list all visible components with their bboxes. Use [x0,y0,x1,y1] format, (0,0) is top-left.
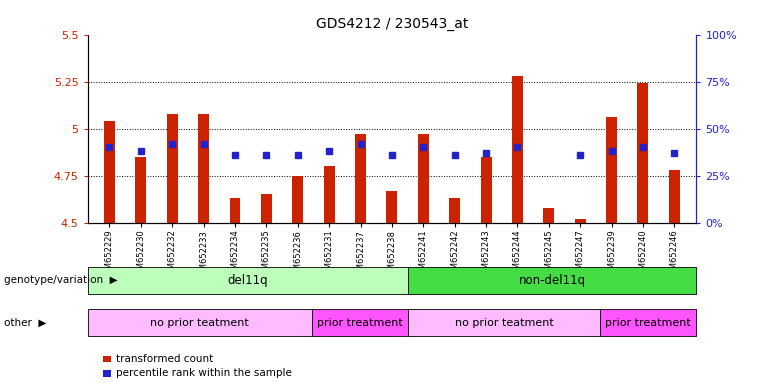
Text: no prior teatment: no prior teatment [454,318,553,328]
Text: other  ▶: other ▶ [4,318,46,328]
Bar [418,134,428,223]
Title: GDS4212 / 230543_at: GDS4212 / 230543_at [316,17,468,31]
Bar [167,114,178,223]
Bar [104,121,115,223]
Bar [512,76,523,223]
Text: percentile rank within the sample: percentile rank within the sample [116,368,291,378]
Bar [387,191,397,223]
Bar [355,134,366,223]
Text: genotype/variation  ▶: genotype/variation ▶ [4,275,117,285]
Text: prior treatment: prior treatment [317,318,403,328]
Bar [261,194,272,223]
Bar [198,114,209,223]
Bar [323,166,335,223]
Bar [575,219,586,223]
Bar [669,170,680,223]
Text: del11q: del11q [228,274,268,287]
Text: transformed count: transformed count [116,354,213,364]
Bar [543,208,554,223]
Bar [230,198,240,223]
Text: non-del11q: non-del11q [518,274,586,287]
Bar [638,83,648,223]
Bar [449,198,460,223]
Bar [480,157,492,223]
Text: no prior teatment: no prior teatment [150,318,249,328]
Bar [606,118,617,223]
Bar [135,157,146,223]
Text: prior treatment: prior treatment [606,318,691,328]
Bar [292,176,304,223]
